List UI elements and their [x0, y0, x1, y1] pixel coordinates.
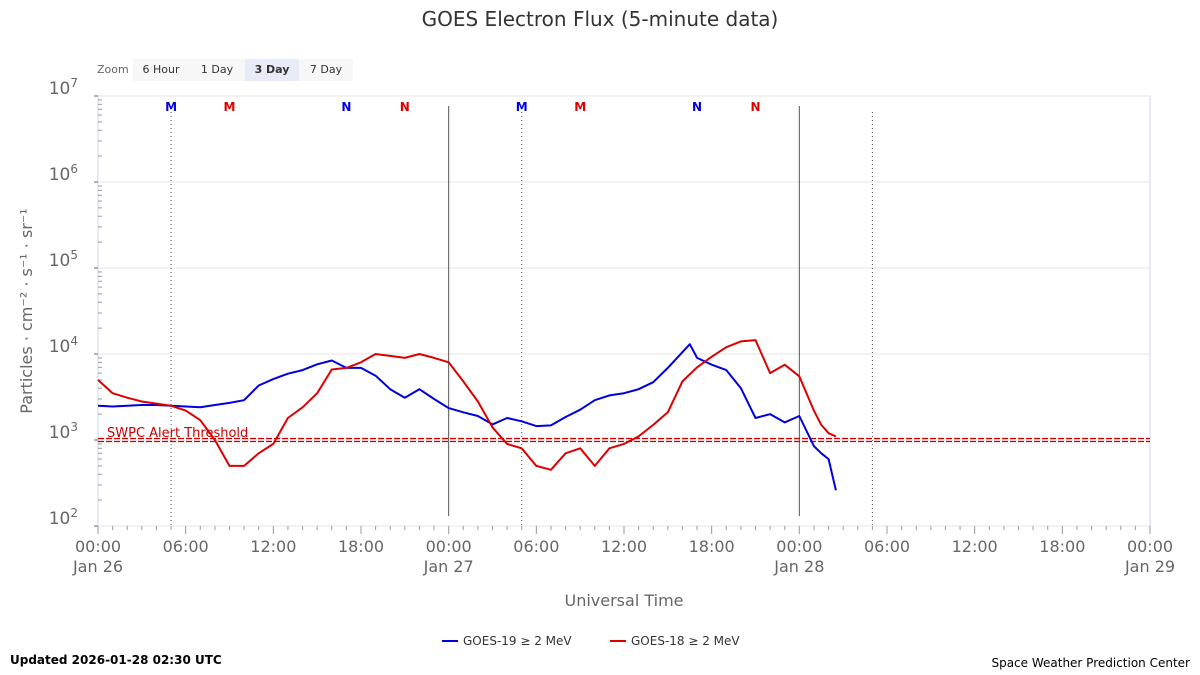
x-tick-date-label: Jan 26	[72, 557, 123, 576]
y-tick-label: 107	[49, 76, 78, 99]
x-tick-label: 18:00	[338, 537, 384, 556]
legend-swatch-goes18	[610, 640, 626, 642]
x-tick-label: 00:00	[776, 537, 822, 556]
x-tick-date-label: Jan 28	[773, 557, 824, 576]
y-tick-label: 102	[49, 506, 78, 529]
series-line-goes19	[97, 343, 837, 491]
m-n-marker: M	[165, 100, 177, 114]
m-n-marker: M	[516, 100, 528, 114]
x-tick-label: 00:00	[426, 537, 472, 556]
x-tick-label: 18:00	[689, 537, 735, 556]
x-axis-title: Universal Time	[564, 591, 683, 610]
zoom-1-day-button[interactable]: 1 Day	[189, 59, 245, 81]
zoom-7-day-button[interactable]: 7 Day	[299, 59, 353, 81]
updated-timestamp: Updated 2026-01-28 02:30 UTC	[10, 653, 222, 667]
plot-border	[97, 95, 1151, 527]
zoom-6-hour-button[interactable]: 6 Hour	[133, 59, 189, 81]
series-line-goes18	[97, 339, 837, 471]
y-tick-label: 106	[49, 162, 78, 185]
x-tick-label: 00:00	[75, 537, 121, 556]
y-tick-label: 105	[49, 248, 78, 271]
legend-item-goes18[interactable]: GOES-18 ≥ 2 MeV	[610, 634, 740, 648]
x-tick-label: 06:00	[163, 537, 209, 556]
x-tick-label: 12:00	[952, 537, 998, 556]
m-n-marker: N	[692, 100, 702, 114]
m-n-marker: N	[400, 100, 410, 114]
m-n-marker: M	[574, 100, 586, 114]
m-n-marker: N	[341, 100, 351, 114]
credit-text: Space Weather Prediction Center	[991, 656, 1190, 670]
legend-label-goes19: GOES-19 ≥ 2 MeV	[463, 634, 572, 648]
threshold-label: SWPC Alert Threshold	[107, 426, 248, 441]
y-tick-label: 104	[49, 334, 78, 357]
m-n-marker: N	[750, 100, 760, 114]
x-tick-label: 12:00	[601, 537, 647, 556]
chart-title: GOES Electron Flux (5-minute data)	[422, 7, 779, 31]
x-tick-label: 06:00	[513, 537, 559, 556]
zoom-label: Zoom	[97, 63, 129, 76]
x-tick-label: 00:00	[1127, 537, 1173, 556]
x-tick-label: 18:00	[1039, 537, 1085, 556]
y-tick-label: 103	[49, 420, 78, 443]
zoom-3-day-button[interactable]: 3 Day	[245, 59, 299, 81]
legend-item-goes19[interactable]: GOES-19 ≥ 2 MeV	[442, 634, 572, 648]
x-tick-label: 12:00	[250, 537, 296, 556]
y-axis-title: Particles · cm⁻² · s⁻¹ · sr⁻¹	[17, 208, 36, 413]
x-tick-date-label: Jan 29	[1124, 557, 1175, 576]
legend-swatch-goes19	[442, 640, 458, 642]
m-n-marker: M	[224, 100, 236, 114]
x-tick-date-label: Jan 27	[423, 557, 474, 576]
x-tick-label: 06:00	[864, 537, 910, 556]
legend-label-goes18: GOES-18 ≥ 2 MeV	[631, 634, 740, 648]
